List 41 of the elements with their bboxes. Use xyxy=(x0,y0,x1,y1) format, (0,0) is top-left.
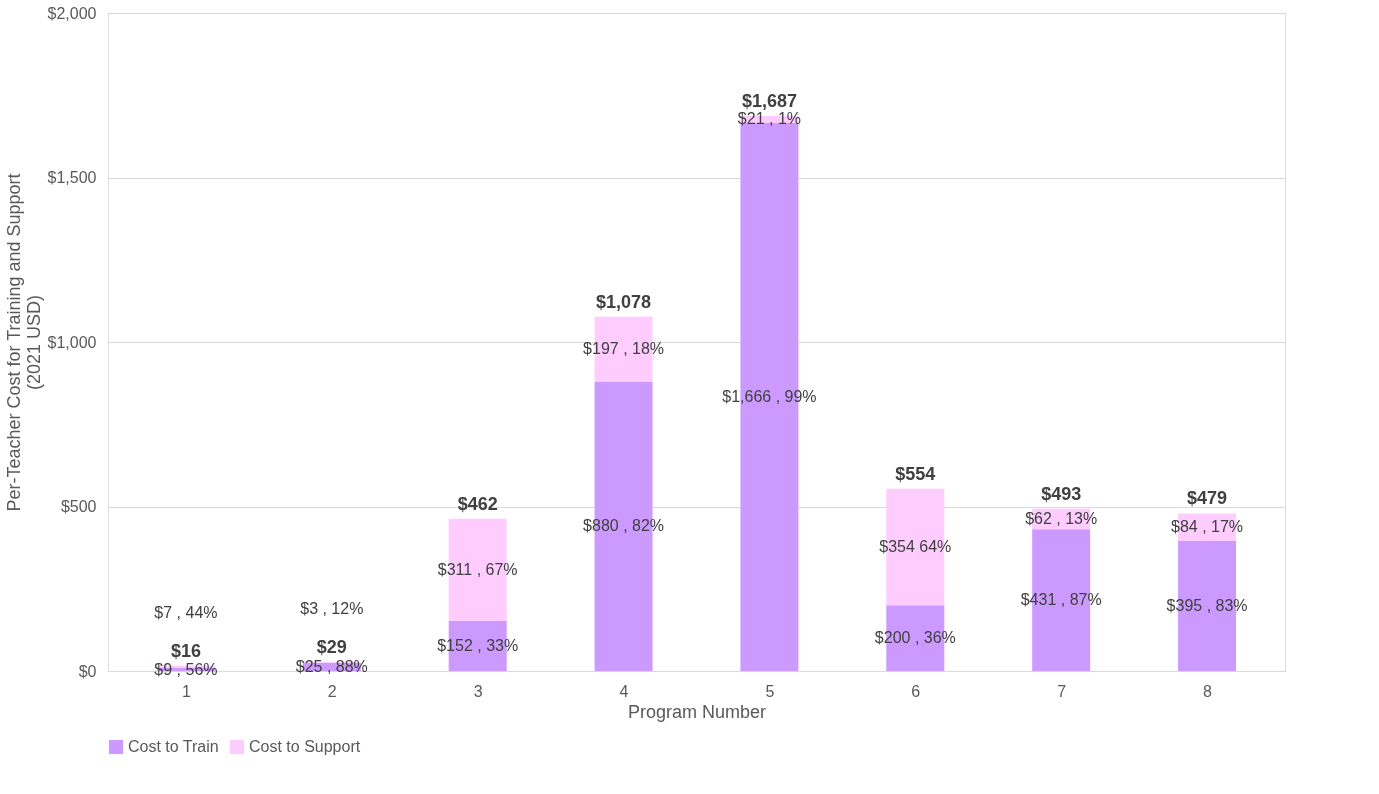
total-label: $493 xyxy=(1041,483,1082,504)
data-label: $84 , 17% xyxy=(1171,518,1244,536)
x-axis-title: Program Number xyxy=(627,701,767,722)
data-label: $311 , 67% xyxy=(437,560,518,578)
y-tick-label: $0 xyxy=(78,662,97,680)
data-label: $431 , 87% xyxy=(1020,591,1102,609)
data-label: $197 , 18% xyxy=(583,340,665,358)
total-label: $16 xyxy=(170,640,201,661)
legend-label: Cost to Support xyxy=(249,738,361,755)
total-label: $479 xyxy=(1187,488,1228,509)
data-label: $1,666 , 99% xyxy=(722,387,817,405)
data-label: $395 , 83% xyxy=(1166,597,1248,615)
y-tick-label: $500 xyxy=(60,498,97,515)
y-tick-label: $1,000 xyxy=(47,333,97,351)
data-label: $62 , 13% xyxy=(1025,510,1098,527)
x-tick-label: 7 xyxy=(1057,682,1067,700)
x-tick-label: 4 xyxy=(619,682,629,700)
data-label: $200 , 36% xyxy=(874,629,956,647)
total-label: $29 xyxy=(316,636,347,657)
x-tick-label: 1 xyxy=(181,682,191,700)
data-label: $3 , 12% xyxy=(300,600,364,618)
y-tick-label: $1,500 xyxy=(47,169,97,186)
x-tick-label: 3 xyxy=(473,682,483,700)
data-label: $25 , 88% xyxy=(295,657,368,675)
data-label: $21 , 1% xyxy=(737,110,802,128)
data-label: $880 , 82% xyxy=(583,517,665,535)
data-label: $354 64% xyxy=(879,537,952,555)
x-tick-label: 5 xyxy=(765,682,775,700)
x-tick-label: 6 xyxy=(911,682,921,700)
total-label: $1,687 xyxy=(741,90,797,111)
y-axis-title: Per-Teacher Cost for Training and Support (2021 USD) xyxy=(3,173,44,512)
total-label: $1,078 xyxy=(596,291,652,312)
total-label: $554 xyxy=(895,463,936,484)
total-label: $462 xyxy=(457,493,498,514)
x-tick-label: 8 xyxy=(1203,682,1213,700)
y-tick-label: $2,000 xyxy=(47,4,97,22)
legend-label: Cost to Train xyxy=(128,738,219,755)
data-label: $9 , 56% xyxy=(154,660,218,678)
x-tick-label: 2 xyxy=(327,682,337,700)
data-label: $7 , 44% xyxy=(154,604,218,622)
data-label: $152 , 33% xyxy=(437,637,519,654)
